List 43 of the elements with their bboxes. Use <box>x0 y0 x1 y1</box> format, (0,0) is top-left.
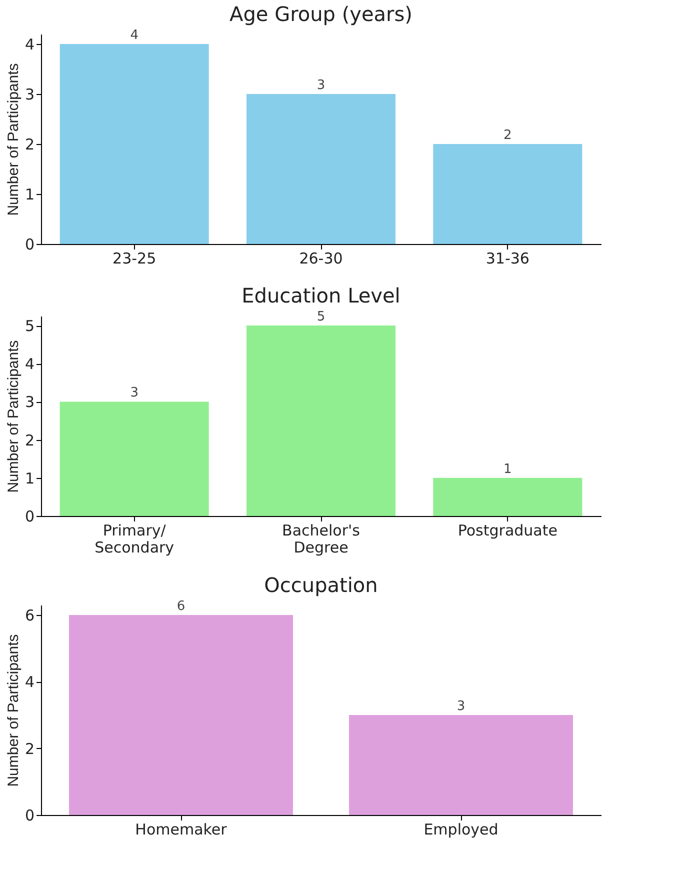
y-tick-label: 0 <box>24 508 34 526</box>
y-tick-label: 0 <box>24 236 34 254</box>
x-tick-label: 31-36 <box>486 250 530 268</box>
y-tick-label: 2 <box>24 431 34 450</box>
y-tick-label: 4 <box>24 673 34 692</box>
x-tick-label: Postgraduate <box>458 522 558 540</box>
x-tick-label: 26-30 <box>299 250 343 268</box>
data-label: 1 <box>504 462 512 477</box>
bar <box>433 144 582 244</box>
data-label: 3 <box>456 699 466 714</box>
y-tick-label: 2 <box>24 740 34 758</box>
bar <box>60 44 209 244</box>
bar <box>433 478 582 516</box>
y-tick-label: 1 <box>24 469 34 488</box>
chart-title: Age Group (years) <box>230 2 412 26</box>
bar <box>246 326 396 516</box>
x-tick-label: Primary/ Secondary <box>94 522 174 556</box>
bar <box>60 402 209 516</box>
data-label: 3 <box>316 78 326 93</box>
y-axis-title: Number of Participants <box>4 634 22 787</box>
y-tick-label: 4 <box>24 36 34 54</box>
data-label: 2 <box>504 128 512 143</box>
y-tick-label: 0 <box>24 806 34 824</box>
y-axis-title: Number of Participants <box>4 340 22 493</box>
data-label: 4 <box>130 28 138 43</box>
chart-title: Occupation <box>264 573 378 597</box>
y-tick-label: 3 <box>24 86 34 104</box>
bar <box>246 94 396 244</box>
x-tick-label: Homemaker <box>135 820 228 838</box>
chart-title: Education Level <box>242 284 400 308</box>
data-label: 5 <box>316 310 326 325</box>
y-tick-label: 4 <box>24 355 34 374</box>
y-tick-label: 5 <box>24 317 34 336</box>
data-label: 6 <box>176 599 186 614</box>
y-tick-label: 2 <box>24 136 34 154</box>
x-tick-label: Employed <box>424 820 498 838</box>
data-label: 3 <box>130 386 138 401</box>
y-axis-title: Number of Participants <box>4 63 22 216</box>
y-tick-label: 6 <box>24 606 34 624</box>
x-tick-label: 23-25 <box>112 250 156 268</box>
x-tick-label: Bachelor's Degree <box>282 522 360 556</box>
y-tick-label: 1 <box>24 186 34 204</box>
y-tick-label: 3 <box>24 393 34 412</box>
